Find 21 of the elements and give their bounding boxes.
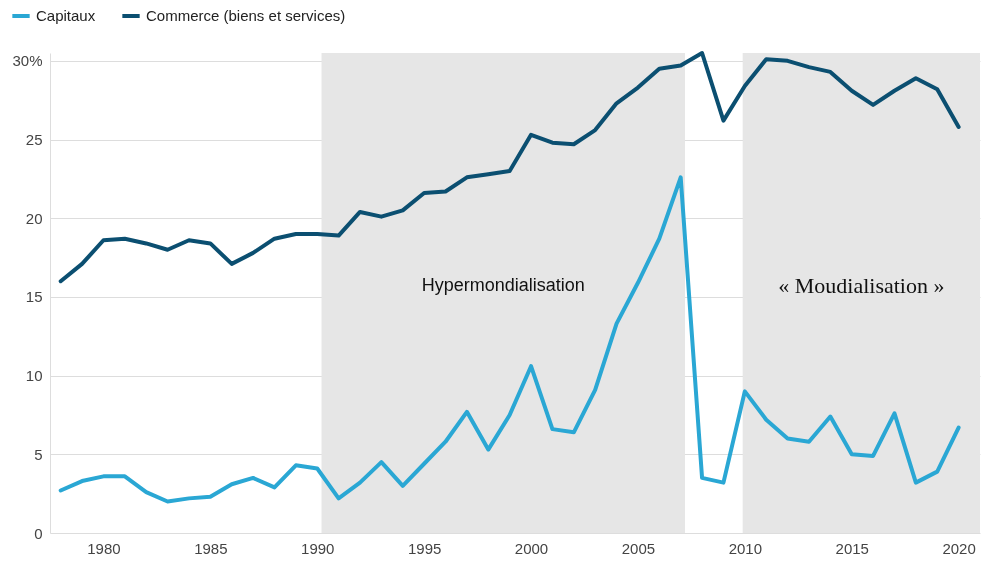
band-label: « Moudialisation » (778, 273, 945, 298)
line-series (58, 175, 961, 504)
x-tick-label: 1990 (301, 539, 335, 557)
x-tick-label: 1980 (87, 539, 121, 557)
x-tick-label: 2010 (728, 539, 763, 557)
y-tick-label: 25 (25, 131, 43, 149)
x-tick-label: 2015 (835, 539, 869, 557)
y-tick-label: 30% (12, 52, 43, 70)
y-tick-label: 10 (25, 367, 43, 385)
x-tick-label: 2020 (942, 539, 976, 557)
x-tick-label: 2005 (621, 539, 656, 557)
band-label: Hypermondialisation (421, 275, 585, 295)
legend-label: Commerce (biens et services) (146, 7, 346, 24)
x-tick-label: 1985 (194, 539, 228, 557)
x-tick-label: 2000 (514, 539, 549, 557)
y-tick-label: 0 (34, 524, 43, 542)
x-tick-label: 1995 (407, 539, 442, 557)
y-tick-label: 5 (34, 445, 43, 463)
y-tick-label: 20 (25, 209, 43, 227)
legend-label: Capitaux (36, 7, 96, 24)
y-tick-label: 15 (25, 288, 43, 306)
